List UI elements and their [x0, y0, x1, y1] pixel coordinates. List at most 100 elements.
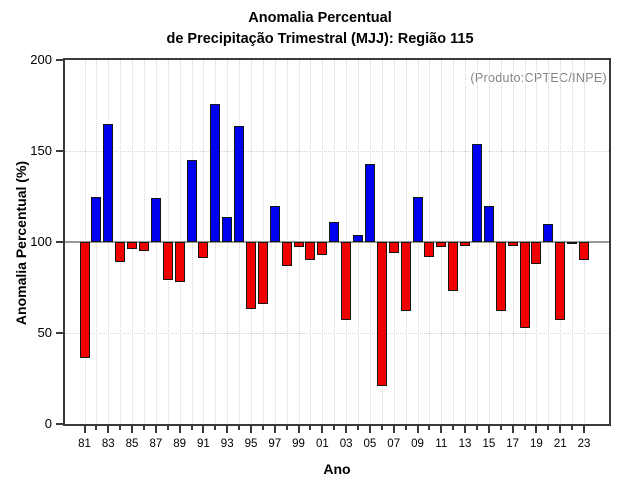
bar-1996: [257, 242, 268, 304]
x-tick-label: 11: [435, 438, 448, 450]
bar-1991: [198, 242, 209, 259]
x-tick-minor: [261, 426, 264, 430]
x-tick-major: [107, 426, 110, 433]
x-tick-minor: [285, 426, 288, 430]
x-tick-minor: [404, 426, 407, 430]
x-axis-title: Ano: [323, 461, 351, 477]
x-tick-label: 01: [315, 438, 329, 450]
x-tick-minor: [142, 426, 145, 430]
x-tick-label: 83: [101, 438, 115, 450]
bar-1999: [293, 242, 304, 248]
x-tick-minor: [475, 426, 478, 430]
bar-1995: [246, 242, 256, 310]
x-tick-label: 87: [149, 438, 163, 450]
bar-2012: [448, 242, 459, 292]
x-tick-major: [583, 426, 585, 433]
bar-2010: [424, 242, 435, 257]
y-tick: [56, 423, 63, 425]
x-tick-label: 99: [292, 438, 305, 450]
bar-1984: [115, 242, 126, 263]
x-tick-major: [297, 426, 300, 433]
bar-2017: [507, 242, 518, 246]
bar-2023: [579, 242, 589, 261]
bar-1993: [222, 216, 233, 242]
bar-2020: [543, 223, 554, 242]
x-tick-major: [273, 426, 276, 433]
y-tick: [56, 59, 63, 61]
x-tick-minor: [428, 426, 431, 430]
x-tick-minor: [523, 426, 526, 430]
bar-1981: [79, 242, 90, 359]
x-tick-minor: [357, 426, 360, 430]
x-tick-minor: [380, 426, 383, 430]
bar-1987: [150, 198, 161, 242]
x-tick-major: [559, 426, 562, 433]
x-tick-minor: [452, 426, 455, 430]
x-tick-label: 03: [339, 438, 353, 450]
x-tick-label: 21: [553, 438, 567, 450]
bar-2016: [495, 242, 506, 312]
bar-2022: [567, 242, 578, 244]
x-tick-minor: [238, 426, 241, 430]
bar-2007: [388, 242, 399, 253]
y-tick: [56, 241, 63, 243]
bar-2011: [436, 242, 447, 248]
x-tick-major: [178, 426, 181, 433]
x-tick-label: 23: [577, 438, 591, 450]
y-tick: [56, 150, 63, 152]
x-tick-label: 07: [387, 438, 401, 450]
y-tick-label: 150: [30, 143, 52, 158]
x-tick-label: 81: [78, 438, 91, 450]
x-tick-minor: [547, 426, 550, 430]
bar-1998: [281, 242, 292, 266]
x-tick-minor: [333, 426, 336, 430]
bar-2000: [305, 242, 316, 261]
x-tick-label: 09: [411, 438, 424, 450]
x-tick-label: 89: [173, 438, 187, 450]
bar-2004: [353, 234, 364, 242]
x-tick-label: 05: [363, 438, 377, 450]
x-tick-major: [321, 426, 324, 433]
bar-1988: [162, 242, 173, 281]
bar-1983: [103, 123, 114, 242]
x-tick-major: [250, 426, 252, 433]
bar-1997: [269, 205, 280, 242]
bar-2019: [531, 242, 542, 264]
gridline-horizontal: [65, 151, 609, 152]
x-tick-minor: [499, 426, 502, 430]
chart-title: Anomalia Percentual de Precipitação Trim…: [0, 8, 640, 50]
bar-2005: [364, 163, 375, 242]
x-tick-minor: [119, 426, 122, 430]
x-tick-label: 19: [530, 438, 543, 450]
x-tick-major: [345, 426, 348, 433]
bar-2002: [329, 221, 340, 242]
bar-2003: [341, 242, 352, 321]
bar-2021: [555, 242, 566, 321]
bar-1985: [127, 242, 138, 250]
x-tick-minor: [214, 426, 217, 430]
x-tick-major: [83, 426, 86, 433]
x-tick-major: [226, 426, 229, 433]
bar-1992: [210, 103, 221, 242]
x-tick-minor: [95, 426, 98, 430]
x-tick-major: [440, 426, 443, 433]
bar-2015: [483, 205, 494, 242]
bar-1994: [234, 125, 245, 242]
x-tick-label: 93: [220, 438, 234, 450]
x-tick-minor: [571, 426, 574, 430]
x-tick-label: 97: [268, 438, 282, 450]
bar-2008: [400, 242, 411, 312]
x-tick-label: 13: [458, 438, 472, 450]
y-tick-label: 0: [44, 416, 52, 431]
x-tick-major: [202, 426, 205, 433]
y-tick-label: 100: [30, 234, 52, 249]
chart-title-line1: Anomalia Percentual: [248, 10, 392, 26]
x-tick-label: 15: [482, 438, 496, 450]
x-tick-major: [154, 426, 157, 433]
bar-2006: [376, 242, 387, 386]
x-tick-label: 91: [197, 438, 210, 450]
x-tick-label: 95: [244, 438, 258, 450]
x-tick-major: [464, 426, 467, 433]
